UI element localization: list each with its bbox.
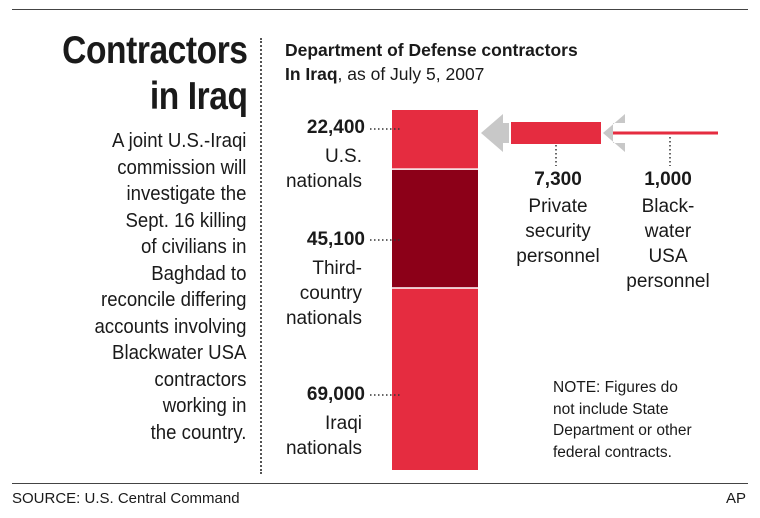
description-line: Baghdad to xyxy=(150,262,246,285)
subset-value-security: 7,300 xyxy=(534,169,582,190)
segment-label-line: Third- xyxy=(312,258,362,279)
description-line: accounts involving xyxy=(94,315,246,338)
segment-value-iraqi: 69,000 xyxy=(306,384,365,405)
headline-line-1: Contractors xyxy=(62,29,249,72)
note-line: NOTE: Figures do xyxy=(553,379,678,396)
segment-label-line: nationals xyxy=(285,171,362,192)
description-line: investigate the xyxy=(126,183,246,205)
subset-label-line: Black- xyxy=(641,196,695,217)
description-line: of civilians in xyxy=(140,236,246,258)
segment-value-us: 22,400 xyxy=(306,117,365,138)
subset-label-line: USA xyxy=(648,246,688,267)
column-divider xyxy=(260,38,262,474)
subset-label-blackwater: Black- water USA personnel xyxy=(598,194,738,294)
chart-title-line-1: Department of Defense contractors xyxy=(285,40,578,60)
subset-bar-blackwater xyxy=(613,131,718,135)
description-line: contractors xyxy=(153,368,246,391)
description-line: A joint U.S.-Iraqi xyxy=(111,130,247,152)
stacked-bar-segment xyxy=(392,110,478,170)
segment-value-third-country: 45,100 xyxy=(306,229,365,250)
source-credit: SOURCE: U.S. Central Command xyxy=(12,490,240,507)
segment-label-line: nationals xyxy=(285,438,362,459)
segment-label-third-country: Third- country nationals xyxy=(286,256,362,331)
segment-label-line: U.S. xyxy=(325,146,362,167)
stacked-bar-segment xyxy=(392,169,478,289)
note-line: Department or other xyxy=(553,422,692,439)
subset-bar-security xyxy=(511,122,601,144)
note-line: federal contracts. xyxy=(553,443,672,461)
arrow-to-security xyxy=(603,114,625,152)
stacked-bar-segment xyxy=(392,288,478,470)
description: A joint U.S.-Iraqi commission will inves… xyxy=(94,128,246,446)
top-rule xyxy=(12,9,748,10)
subset-label-security: Private security personnel xyxy=(488,194,628,269)
note: NOTE: Figures do not include State Depar… xyxy=(553,377,692,463)
arrow-to-total xyxy=(481,114,509,152)
subset-label-line: personnel xyxy=(626,271,710,292)
subset-value-blackwater: 1,000 xyxy=(644,169,692,190)
description-line: the country. xyxy=(150,421,246,444)
agency-credit: AP xyxy=(725,490,746,507)
chart-title-line-2-bold: In Iraq xyxy=(285,64,338,84)
subset-label-line: water xyxy=(644,221,692,242)
description-line: reconcile differing xyxy=(100,289,246,311)
chart-title-line-2-rest: , as of July 5, 2007 xyxy=(337,64,485,84)
subset-label-line: Private xyxy=(528,196,588,217)
description-line: Sept. 16 killing xyxy=(125,209,246,232)
bottom-rule xyxy=(12,483,748,484)
segment-label-us: U.S. nationals xyxy=(286,144,362,194)
description-line: Blackwater USA xyxy=(111,342,246,364)
segment-label-line: country xyxy=(299,283,362,304)
segment-label-line: Iraqi xyxy=(325,413,362,434)
description-line: working in xyxy=(162,395,246,417)
subset-label-line: personnel xyxy=(516,246,600,267)
segment-label-iraqi: Iraqi nationals xyxy=(286,411,362,461)
subset-label-line: security xyxy=(525,221,591,242)
note-line: not include State xyxy=(553,400,669,418)
chart-title: Department of Defense contractors In Ira… xyxy=(285,38,578,86)
description-line: commission will xyxy=(116,156,246,179)
headline: Contractors in Iraq xyxy=(62,28,249,120)
segment-label-line: nationals xyxy=(285,308,362,329)
headline-line-2: in Iraq xyxy=(150,75,248,118)
